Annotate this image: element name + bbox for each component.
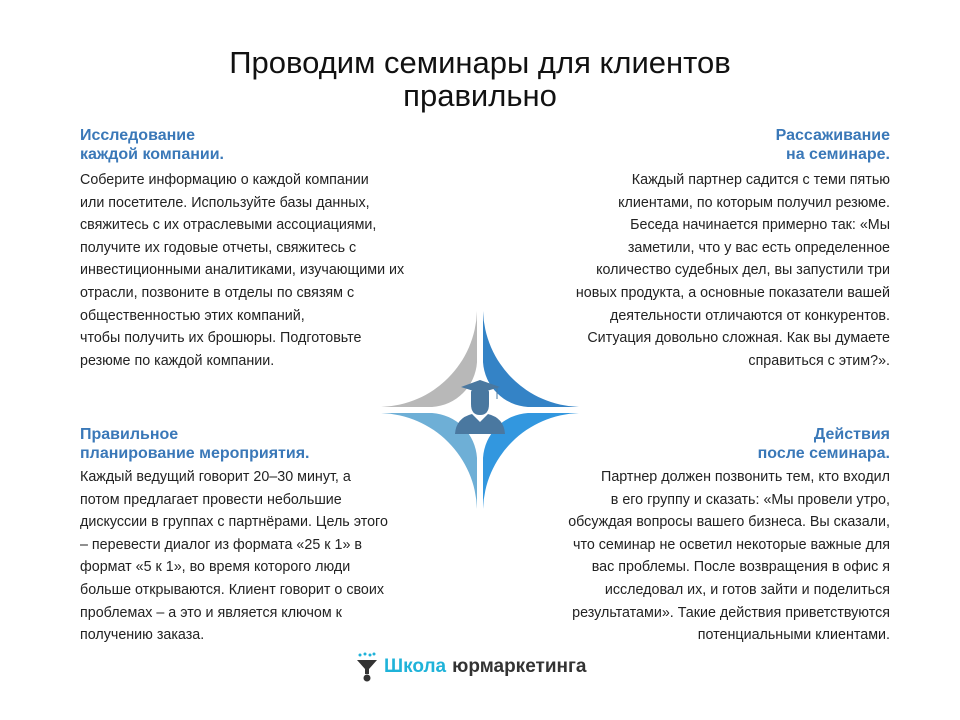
- body-line: отрасли, позвоните в отделы по связям с: [80, 284, 355, 301]
- block-body: Соберите информацию о каждой компании или…: [80, 169, 404, 372]
- body-line: чтобы получить их брошюры. Подготовьте: [80, 330, 362, 347]
- logo: Школа юрмаркетинга: [356, 652, 586, 682]
- body-line: инвестиционными аналитиками, изучающими …: [80, 262, 405, 279]
- segment-number: 4: [535, 450, 549, 477]
- body-line: обсуждая вопросы вашего бизнеса. Вы сказ…: [568, 514, 890, 531]
- logo-text-school: Школа: [384, 656, 447, 677]
- body-line: Ситуация довольно сложная. Как вы думает…: [587, 330, 890, 347]
- heading-line: Действия: [813, 426, 890, 443]
- block-body: Партнер должен позвонить тем, кто входил…: [568, 466, 890, 647]
- body-line: справиться с этим?».: [748, 352, 890, 369]
- body-line: или посетителе. Используйте базы данных,: [80, 194, 370, 211]
- body-line: проблемах – а это и является ключом к: [80, 604, 342, 621]
- body-line: результатами». Такие действия приветству…: [572, 604, 890, 621]
- body-line: формат «5 к 1», во время которого люди: [80, 559, 351, 576]
- body-line: что семинар не осветил некоторые важные …: [573, 536, 890, 553]
- body-line: больше открываются. Клиент говорит о сво…: [80, 581, 385, 598]
- body-line: вас проблемы. После возвращения в офис я: [591, 559, 890, 576]
- body-line: Беседа начинается примерно так: «Мы: [630, 217, 890, 234]
- cycle-diagram: 1 2 3 4: [381, 311, 579, 509]
- block-heading: Рассаживание на семинаре.: [576, 126, 890, 164]
- block-heading: Действия после семинара.: [568, 425, 890, 463]
- segment-4: [483, 413, 579, 509]
- heading-line: на семинаре.: [786, 146, 890, 163]
- heading-line: Рассаживание: [775, 127, 890, 144]
- graduate-icon: [455, 380, 505, 434]
- segment-number: 3: [411, 450, 424, 477]
- body-line: – перевести диалог из формата «25 к 1» в: [80, 536, 362, 553]
- body-line: потенциальными клиентами.: [697, 627, 890, 644]
- segment-number: 1: [411, 344, 424, 371]
- segment-2: [483, 311, 579, 407]
- body-line: дискуссии в группах с партнёрами. Цель э…: [80, 514, 388, 531]
- body-line: Партнер должен позвонить тем, кто входил: [601, 469, 890, 485]
- body-line: свяжитесь с их отраслевыми ассоциациями,: [80, 217, 377, 234]
- block-heading: Правильное планирование мероприятия.: [80, 425, 388, 463]
- block-body: Каждый ведущий говорит 20–30 минут, а пот…: [80, 466, 388, 647]
- block-body: Каждый партнер садится с теми пятью клиен…: [576, 169, 890, 372]
- title-line: правильно: [403, 78, 557, 113]
- segment-1: [381, 311, 477, 407]
- body-line: Каждый ведущий говорит 20–30 минут, а: [80, 469, 351, 485]
- heading-line: каждой компании.: [80, 146, 224, 163]
- body-line: новых продукта, а основные показатели ва…: [575, 284, 890, 301]
- title-line: Проводим семинары для клиентов: [229, 45, 731, 80]
- body-line: резюме по каждой компании.: [80, 352, 275, 369]
- body-line: Каждый партнер садится с теми пятью: [631, 172, 890, 188]
- body-line: исследовал их, и готов зайти и поделитьс…: [604, 581, 890, 598]
- heading-line: Исследование: [80, 127, 195, 144]
- body-line: общественностью этих компаний,: [80, 307, 305, 324]
- heading-line: после семинара.: [757, 445, 890, 462]
- body-line: Соберите информацию о каждой компании: [80, 172, 369, 188]
- body-line: количество судебных дел, вы запустили тр…: [596, 262, 890, 279]
- block-planning: Правильное планирование мероприятия. Кажды…: [80, 425, 388, 647]
- body-line: деятельности отличаются от конкурентов.: [610, 307, 890, 324]
- body-line: в его группу и сказать: «Мы провели утро…: [610, 491, 890, 508]
- segment-number: 2: [535, 344, 548, 371]
- body-line: потом предлагает провести небольшие: [80, 491, 342, 508]
- body-line: получите их годовые отчеты, свяжитесь с: [80, 239, 357, 256]
- body-line: клиентами, по которым получил резюме.: [618, 194, 890, 211]
- block-heading: Исследование каждой компании.: [80, 126, 404, 164]
- body-line: заметили, что у вас есть определенное: [627, 239, 890, 256]
- body-line: получению заказа.: [80, 627, 205, 644]
- block-research: Исследование каждой компании. Соберите инф…: [80, 126, 404, 372]
- segment-3: [381, 413, 477, 509]
- page-title: Проводим семинары для клиентов правильно: [0, 46, 960, 112]
- funnel-icon: [357, 652, 377, 682]
- block-followup: Действия после семинара. Партнер должен по…: [568, 425, 890, 647]
- block-seating: Рассаживание на семинаре. Каждый партнер с…: [576, 126, 890, 372]
- logo-text-brand: юрмаркетинга: [452, 656, 587, 677]
- heading-line: Правильное: [80, 426, 179, 443]
- heading-line: планирование мероприятия.: [80, 445, 310, 462]
